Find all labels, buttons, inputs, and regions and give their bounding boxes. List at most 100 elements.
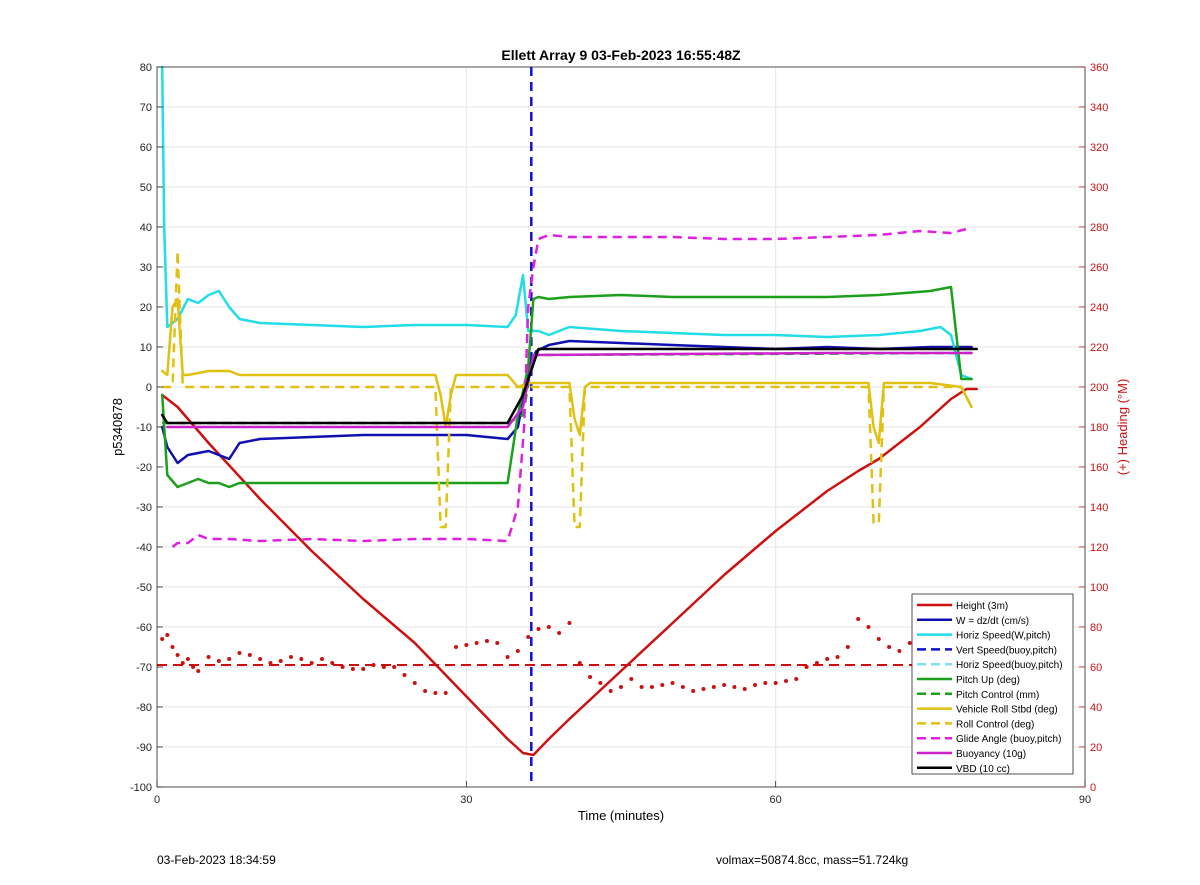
heading-point [216, 659, 221, 663]
heading-point [856, 617, 861, 621]
series-line-1 [160, 339, 973, 465]
y-tick-label: -20 [136, 462, 152, 474]
series-line-2 [160, 65, 973, 381]
y-tick-label: -40 [136, 542, 152, 554]
y-tick-label: -70 [136, 662, 152, 674]
heading-point [289, 655, 294, 659]
heading-point [443, 691, 448, 695]
heading-point [268, 661, 273, 665]
heading-point [783, 679, 788, 683]
heading-point [495, 641, 500, 645]
heading-point [732, 685, 737, 689]
y2-tick-label: 180 [1090, 422, 1108, 434]
heading-point [742, 687, 747, 691]
y2-tick-label: 340 [1090, 102, 1108, 114]
heading-point [866, 625, 871, 629]
heading-point [629, 677, 634, 681]
heading-point [639, 685, 644, 689]
legend-box [911, 593, 1074, 775]
heading-point [608, 689, 613, 693]
series-line-8 [162, 249, 973, 529]
heading-point [649, 685, 654, 689]
y2-tick-label: 280 [1090, 222, 1108, 234]
heading-point [577, 661, 582, 665]
y-tick-label: -10 [136, 422, 152, 434]
series-line-10 [166, 351, 973, 429]
y-tick-label: 0 [146, 382, 152, 394]
y-tick-label: -60 [136, 622, 152, 634]
heading-point [392, 665, 397, 669]
heading-point [412, 681, 417, 685]
y-tick-label: 70 [140, 102, 152, 114]
heading-point [423, 689, 428, 693]
legend-entry: Vehicle Roll Stbd (deg) [956, 705, 1058, 716]
legend: Height (3m) W = dz/dt (cm/s) Horiz Speed(W… [911, 593, 1074, 775]
heading-point [588, 675, 593, 679]
heading-point [876, 637, 881, 641]
y-tick-label: -30 [136, 502, 152, 514]
heading-point [247, 653, 252, 657]
y2-tick-label: 220 [1090, 342, 1108, 354]
heading-point [330, 661, 335, 665]
heading-point [680, 685, 685, 689]
heading-point [804, 665, 809, 669]
legend-entry: VBD (10 cc) [956, 764, 1010, 775]
heading-point [814, 661, 819, 665]
heading-point [464, 643, 469, 647]
y-tick-label: -90 [136, 742, 152, 754]
y2-tick-label: 200 [1090, 382, 1108, 394]
heading-point [299, 657, 304, 661]
heading-point [160, 637, 165, 641]
heading-point [474, 641, 479, 645]
heading-point [557, 631, 562, 635]
heading-point [170, 645, 175, 649]
legend-entry: Pitch Up (deg) [956, 675, 1020, 686]
legend-entry: Vert Speed(buoy,pitch) [956, 645, 1057, 656]
heading-point [278, 659, 283, 663]
heading-point [670, 681, 675, 685]
legend-entry: Roll Control (deg) [956, 719, 1034, 730]
series-line-7 [160, 297, 973, 445]
heading-point [845, 645, 850, 649]
y2-tick-label: 20 [1090, 742, 1102, 754]
footer-mass-info: volmax=50874.8cc, mass=51.724kg [716, 853, 909, 867]
heading-point [907, 641, 912, 645]
x-axis-label: Time (minutes) [578, 808, 664, 823]
y2-tick-label: 320 [1090, 142, 1108, 154]
x-tick-label: 90 [1079, 794, 1091, 806]
heading-point [350, 667, 355, 671]
y2-tick-label: 40 [1090, 702, 1102, 714]
heading-point [794, 677, 799, 681]
heading-point [887, 645, 892, 649]
y2-tick-label: 80 [1090, 622, 1102, 634]
heading-point [546, 625, 551, 629]
heading-point [381, 665, 386, 669]
heading-point [711, 685, 716, 689]
y-tick-label: 60 [140, 142, 152, 154]
y2-tick-label: 360 [1090, 62, 1108, 74]
y-tick-label: 20 [140, 302, 152, 314]
heading-point [454, 645, 459, 649]
heading-point [691, 689, 696, 693]
series-line-9 [171, 227, 967, 548]
heading-point [536, 627, 541, 631]
heading-point [191, 665, 196, 669]
y2-tick-label: 60 [1090, 662, 1102, 674]
heading-point [340, 665, 345, 669]
y-tick-label: -50 [136, 582, 152, 594]
y-tick-label: 40 [140, 222, 152, 234]
x-tick-label: 30 [460, 794, 472, 806]
heading-point [185, 657, 190, 661]
heading-point [619, 685, 623, 689]
heading-point [258, 657, 263, 661]
heading-point [227, 657, 232, 661]
heading-point [361, 667, 366, 671]
heading-point [722, 683, 727, 687]
x-tick-label: 0 [154, 794, 160, 806]
heading-point [175, 653, 180, 657]
heading-point [773, 681, 778, 685]
heading-point [484, 639, 489, 643]
y-tick-label: -80 [136, 702, 152, 714]
heading-point [505, 655, 510, 659]
legend-entry: Horiz Speed(buoy,pitch) [956, 660, 1063, 671]
